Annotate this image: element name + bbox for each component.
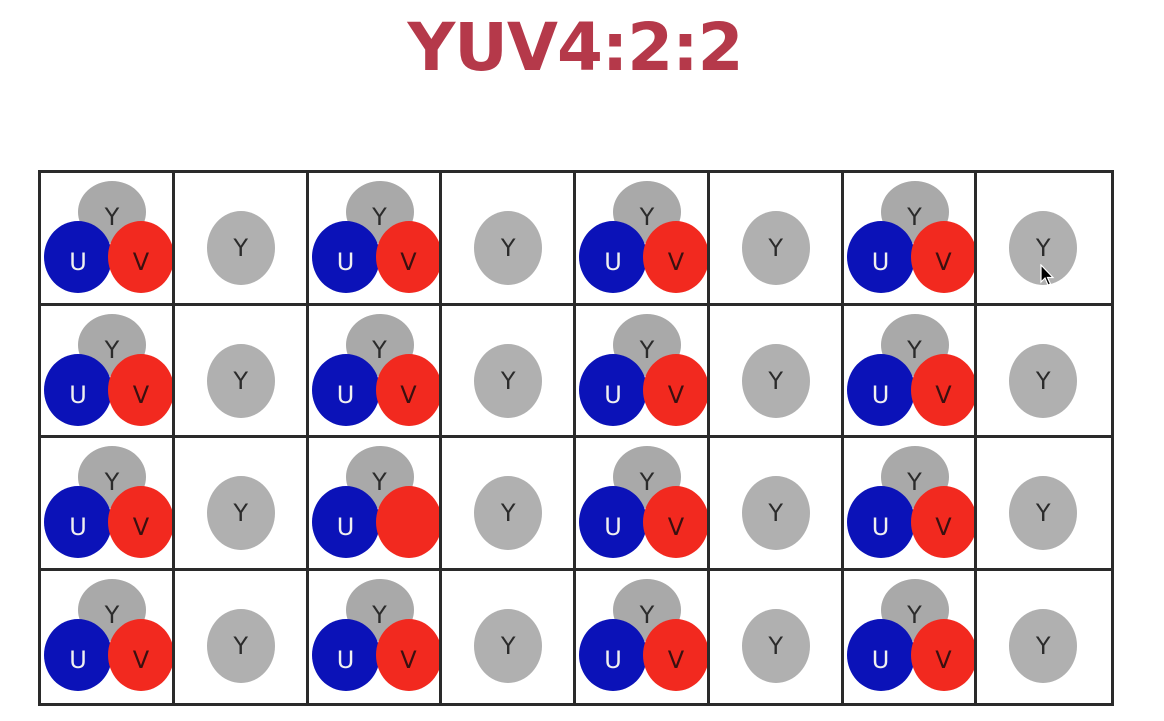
luma-sample: Y <box>474 476 543 550</box>
chroma-v-sample: V <box>375 353 440 426</box>
chroma-u-sample: U <box>579 618 647 691</box>
sample-cell: Y <box>442 173 576 306</box>
luma-sample: Y <box>741 211 810 285</box>
sample-cell: Y <box>174 570 309 703</box>
chroma-v-sample: V <box>643 221 707 293</box>
chroma-v-sample: V <box>108 353 172 426</box>
luma-sample: Y <box>1009 343 1078 418</box>
chroma-v-sample: V <box>108 486 172 558</box>
luma-sample: Y <box>206 608 275 683</box>
chroma-u-sample: U <box>579 353 647 426</box>
chroma-u-sample: U <box>311 486 380 558</box>
sample-cell: Y <box>709 173 844 306</box>
chroma-u-sample: U <box>44 221 112 293</box>
chroma-u-sample: U <box>44 618 112 691</box>
chroma-u-sample: U <box>846 221 915 293</box>
chroma-v-sample <box>375 486 440 558</box>
chroma-u-sample: U <box>846 618 915 691</box>
chroma-u-sample: U <box>44 486 112 558</box>
chroma-v-sample: V <box>910 221 975 293</box>
luma-sample: Y <box>206 211 275 285</box>
chroma-u-sample: U <box>579 221 647 293</box>
sample-cell: Y <box>174 305 309 438</box>
chroma-u-sample: U <box>44 353 112 426</box>
sample-cell: Y <box>977 570 1111 703</box>
chroma-v-sample: V <box>375 618 440 691</box>
luma-sample: Y <box>741 608 810 683</box>
sample-cell: Y <box>174 173 309 306</box>
sample-cell: Y <box>977 438 1111 571</box>
mouse-pointer-icon <box>1040 264 1055 286</box>
luma-sample: Y <box>1009 608 1078 683</box>
luma-sample: Y <box>474 608 543 683</box>
chroma-v-sample: V <box>910 618 975 691</box>
luma-sample: Y <box>741 476 810 550</box>
sample-cell: Y <box>709 570 844 703</box>
chroma-v-sample: V <box>643 486 707 558</box>
sample-cell: Y <box>709 438 844 571</box>
chroma-v-sample: V <box>910 486 975 558</box>
chroma-u-sample: U <box>311 221 380 293</box>
page-title: YUV4:2:2 <box>407 9 743 86</box>
chroma-v-sample: V <box>643 353 707 426</box>
sample-cell: Y <box>442 570 576 703</box>
sample-cell: Y <box>442 438 576 571</box>
luma-sample: Y <box>206 343 275 418</box>
chroma-u-sample: U <box>846 486 915 558</box>
luma-sample: Y <box>1009 476 1078 550</box>
chroma-u-sample: U <box>311 618 380 691</box>
sample-cell: Y <box>442 305 576 438</box>
sample-cell: Y <box>977 305 1111 438</box>
chroma-u-sample: U <box>579 486 647 558</box>
luma-sample: Y <box>474 343 543 418</box>
chroma-v-sample: V <box>643 618 707 691</box>
sample-cell: Y <box>174 438 309 571</box>
sample-cell: Y <box>709 305 844 438</box>
sample-cell: Y <box>977 173 1111 306</box>
chroma-u-sample: U <box>846 353 915 426</box>
chroma-v-sample: V <box>910 353 975 426</box>
luma-sample: Y <box>206 476 275 550</box>
luma-sample: Y <box>741 343 810 418</box>
luma-sample: Y <box>474 211 543 285</box>
chroma-v-sample: V <box>375 221 440 293</box>
chroma-v-sample: V <box>108 618 172 691</box>
chroma-u-sample: U <box>311 353 380 426</box>
chroma-v-sample: V <box>108 221 172 293</box>
